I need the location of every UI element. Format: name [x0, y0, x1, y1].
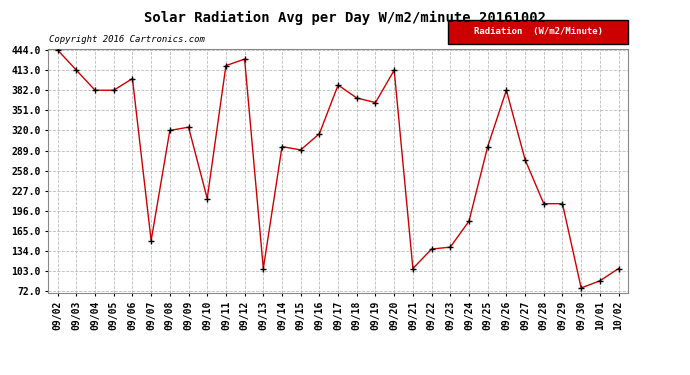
Text: Radiation  (W/m2/Minute): Radiation (W/m2/Minute) [473, 27, 602, 36]
FancyBboxPatch shape [448, 20, 628, 44]
Text: Copyright 2016 Cartronics.com: Copyright 2016 Cartronics.com [49, 35, 205, 44]
Text: Solar Radiation Avg per Day W/m2/minute 20161002: Solar Radiation Avg per Day W/m2/minute … [144, 11, 546, 26]
